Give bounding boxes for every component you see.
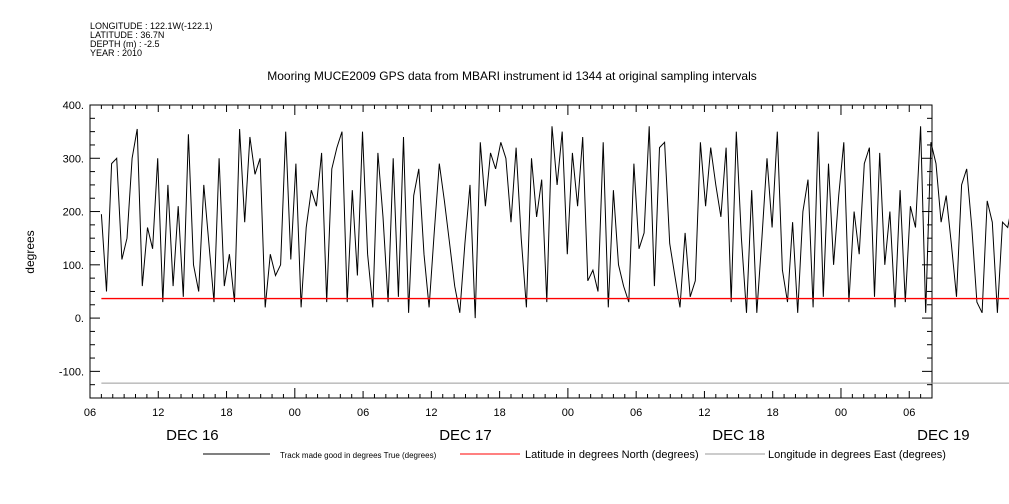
- y-tick-label: 0.: [75, 313, 84, 325]
- x-date-label: DEC 17: [439, 427, 492, 444]
- x-tick-label: 00: [289, 407, 301, 419]
- y-axis-label: degrees: [23, 230, 37, 273]
- x-tick-label: 00: [835, 407, 847, 419]
- longitude-label: LONGITUDE : 122.1W(-122.1): [90, 21, 213, 31]
- x-tick-label: 06: [357, 407, 369, 419]
- y-tick-label: 200.: [63, 207, 84, 219]
- y-tick-label: 300.: [63, 153, 84, 165]
- x-date-label: DEC 18: [712, 427, 765, 444]
- x-tick-label: 06: [84, 407, 96, 419]
- x-tick-label: 18: [220, 407, 232, 419]
- year-label: YEAR : 2010: [90, 48, 143, 58]
- legend-latitude-label: Latitude in degrees North (degrees): [525, 449, 699, 461]
- x-tick-label: 00: [562, 407, 574, 419]
- x-tick-label: 12: [152, 407, 164, 419]
- chart-title: Mooring MUCE2009 GPS data from MBARI ins…: [267, 69, 757, 83]
- x-tick-label: 06: [630, 407, 642, 419]
- x-date-label: DEC 19: [917, 427, 970, 444]
- x-tick-label: 12: [698, 407, 710, 419]
- y-tick-label: 400.: [63, 100, 84, 112]
- x-date-label: DEC 16: [166, 427, 219, 444]
- x-tick-label: 18: [493, 407, 505, 419]
- x-tick-label: 12: [425, 407, 437, 419]
- track-series-line: [100, 126, 1009, 319]
- y-tick-label: 100.: [63, 260, 84, 272]
- legend-track-label: Track made good in degrees True (degrees…: [280, 451, 437, 460]
- y-tick-label: -100.: [59, 366, 84, 378]
- x-tick-label: 18: [767, 407, 779, 419]
- latitude-label: LATITUDE : 36.7N: [90, 30, 165, 40]
- legend-longitude-label: Longitude in degrees East (degrees): [768, 449, 946, 461]
- plot-frame: [89, 104, 933, 399]
- depth-label: DEPTH (m) : -2.5: [90, 39, 160, 49]
- x-tick-label: 06: [903, 407, 915, 419]
